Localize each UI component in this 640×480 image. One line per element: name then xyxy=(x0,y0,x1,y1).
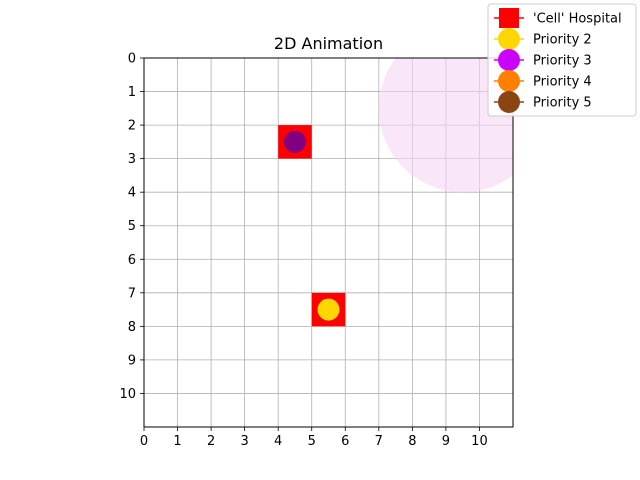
y-tick-label: 3 xyxy=(128,152,136,167)
x-axis: 0 1 2 3 4 5 6 7 8 9 10 xyxy=(140,427,488,449)
legend-square-icon xyxy=(499,8,519,28)
plot-frame xyxy=(143,57,514,428)
y-tick-label: 5 xyxy=(128,219,136,234)
legend-box xyxy=(487,3,637,117)
legend-label: Priority 2 xyxy=(533,33,592,48)
legend-entry: Priority 4 xyxy=(494,70,592,92)
legend-entry: Priority 5 xyxy=(494,91,592,113)
legend-circle-icon xyxy=(498,91,520,113)
y-tick-label: 4 xyxy=(128,186,136,201)
x-tick-label: 9 xyxy=(442,434,450,449)
patient-marker xyxy=(283,130,306,153)
patient-marker xyxy=(317,298,340,321)
chart-title: 2D Animation xyxy=(274,34,383,53)
zone-layer xyxy=(378,58,513,193)
y-tick-label: 7 xyxy=(128,286,136,301)
y-tick-label: 2 xyxy=(128,119,136,134)
y-tick-label: 6 xyxy=(128,253,136,268)
x-tick-label: 2 xyxy=(207,434,215,449)
x-tick-label: 0 xyxy=(140,434,148,449)
y-tick-label: 8 xyxy=(128,320,136,335)
legend-circle-icon xyxy=(498,70,520,92)
legend-entry: Priority 2 xyxy=(494,28,592,50)
y-axis: 0 1 2 3 4 5 6 7 8 9 10 xyxy=(119,52,144,402)
y-tick-label: 1 xyxy=(128,85,136,100)
legend: 'Cell' Hospital Priority 2 Priority 3 Prior… xyxy=(487,3,637,117)
y-tick-label: 0 xyxy=(128,52,136,67)
legend-label: Priority 3 xyxy=(533,54,592,69)
coverage-zone xyxy=(378,58,513,193)
legend-entry: Priority 3 xyxy=(494,49,592,71)
x-tick-label: 8 xyxy=(408,434,416,449)
legend-circle-icon xyxy=(498,28,520,50)
x-tick-label: 5 xyxy=(308,434,316,449)
legend-entry: 'Cell' Hospital xyxy=(494,8,622,28)
legend-label: 'Cell' Hospital xyxy=(533,12,622,27)
x-tick-label: 6 xyxy=(341,434,349,449)
legend-circle-icon xyxy=(498,49,520,71)
x-tick-label: 7 xyxy=(375,434,383,449)
x-tick-label: 10 xyxy=(471,434,488,449)
x-tick-label: 4 xyxy=(274,434,282,449)
legend-label: Priority 4 xyxy=(533,75,592,90)
x-tick-label: 1 xyxy=(173,434,181,449)
y-tick-label: 10 xyxy=(119,387,136,402)
x-tick-label: 3 xyxy=(240,434,248,449)
legend-label: Priority 5 xyxy=(533,96,592,111)
marks xyxy=(278,125,346,327)
y-tick-label: 9 xyxy=(128,353,136,368)
